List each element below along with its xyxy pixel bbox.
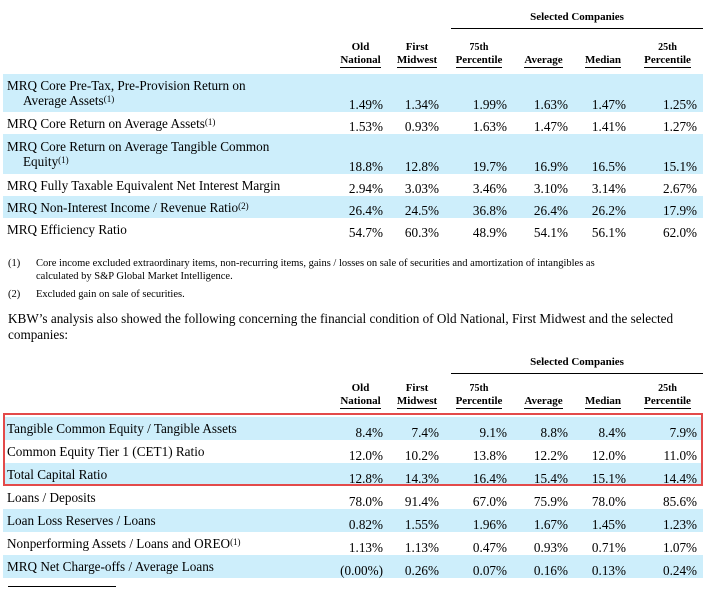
- financial-condition-table: Selected Companies Old National First Midw…: [3, 355, 704, 578]
- table-row: Total Capital Ratio 12.8% 14.3% 16.4% 15…: [3, 463, 704, 486]
- table-row: MRQ Non-Interest Income / Revenue Ratio(…: [3, 196, 704, 218]
- col-header: Median: [584, 54, 622, 68]
- col-header: Old National: [340, 382, 381, 409]
- performance-table: Selected Companies Old National First Midw…: [3, 10, 704, 241]
- table-row: MRQ Fully Taxable Equivalent Net Interes…: [7, 177, 698, 197]
- table-row: Nonperforming Assets / Loans and OREO(1)…: [7, 536, 698, 555]
- col-header: Average: [524, 54, 563, 68]
- highlight-box: [3, 413, 703, 486]
- table-row: Loan Loss Reserves / Loans 0.82% 1.55% 1…: [3, 509, 704, 532]
- col-header: 25th Percentile: [644, 383, 691, 409]
- table-row: MRQ Core Pre-Tax, Pre-Provision Return o…: [3, 74, 704, 112]
- col-header: Old National: [340, 41, 381, 68]
- table-row: Tangible Common Equity / Tangible Assets…: [3, 417, 704, 440]
- table-row: Loans / Deposits 78.0% 91.4% 67.0% 75.9%…: [7, 490, 698, 509]
- col-header: Average: [524, 395, 563, 409]
- col-header: 75th Percentile: [455, 383, 503, 409]
- selected-companies-header: Selected Companies: [451, 355, 704, 374]
- table-row: MRQ Core Return on Average Tangible Comm…: [3, 134, 704, 174]
- body-paragraph: KBW’s analysis also showed the following…: [8, 311, 674, 342]
- footnote-divider: [8, 586, 116, 587]
- table-row: Common Equity Tier 1 (CET1) Ratio 12.0% …: [7, 444, 698, 463]
- table-row: MRQ Efficiency Ratio 54.7% 60.3% 48.9% 5…: [7, 221, 698, 241]
- selected-companies-header: Selected Companies: [451, 10, 704, 29]
- col-header: First Midwest: [396, 41, 438, 68]
- table-row: MRQ Net Charge-offs / Average Loans (0.0…: [3, 555, 704, 578]
- col-header: Median: [584, 395, 622, 409]
- col-header: First Midwest: [396, 382, 438, 409]
- col-header: 75th Percentile: [455, 42, 503, 68]
- table-row: MRQ Core Return on Average Assets(1) 1.5…: [7, 115, 698, 135]
- col-header: 25th Percentile: [644, 42, 691, 68]
